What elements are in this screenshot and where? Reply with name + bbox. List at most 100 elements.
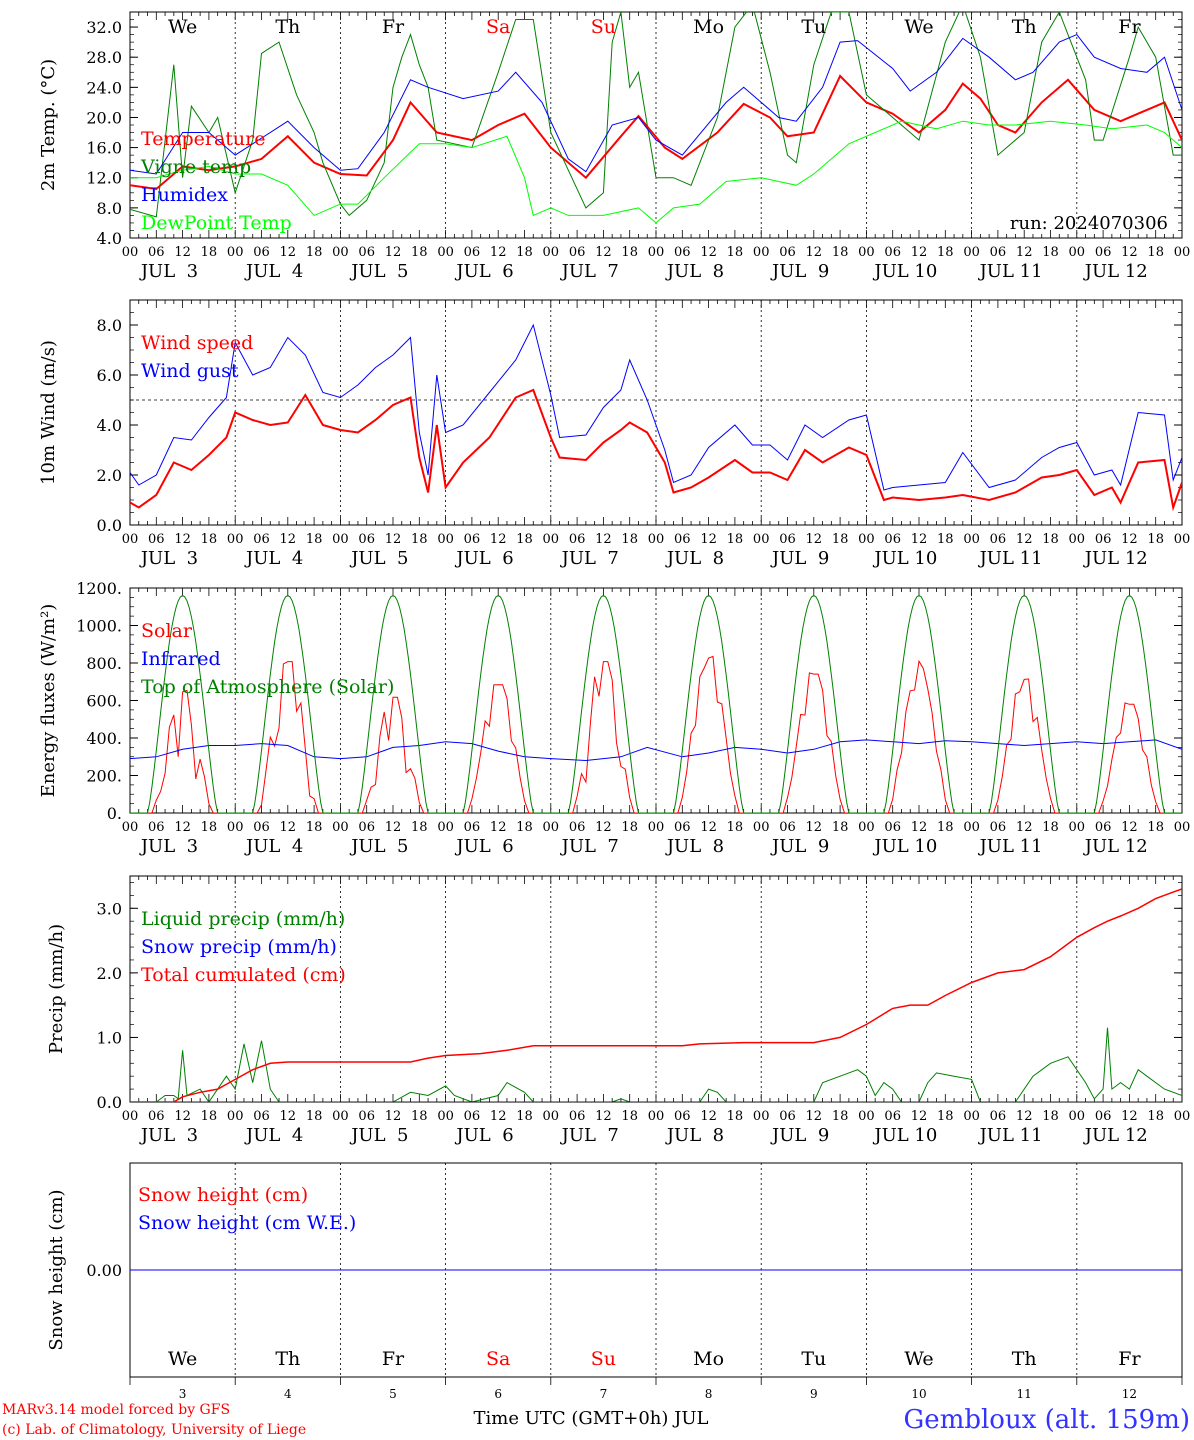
date-label: JUL 12 [1083, 1125, 1148, 1146]
legend-entry: Top of Atmosphere (Solar) [141, 676, 394, 698]
series-line-vigne-temp [130, 12, 1182, 218]
date-label: JUL 6 [454, 836, 513, 857]
hour-tick-label: 12 [806, 532, 823, 547]
hour-tick-label: 12 [1016, 245, 1033, 260]
hour-tick-label: 00 [858, 532, 875, 547]
y-tick-label: 800. [86, 654, 122, 673]
y-tick-label: 0.00 [86, 1261, 122, 1280]
hour-tick-label: 18 [411, 1109, 428, 1124]
hour-tick-label: 00 [437, 245, 454, 260]
legend-entry: Snow precip (mm/h) [141, 936, 337, 958]
hour-tick-label: 00 [963, 245, 980, 260]
date-label: JUL 9 [770, 548, 829, 569]
weekday-label: Tu [801, 1348, 826, 1370]
weekday-label: Su [591, 1348, 616, 1370]
hour-tick-label: 18 [727, 245, 744, 260]
day-number-label: 7 [600, 1387, 608, 1401]
hour-tick-label: 18 [516, 532, 533, 547]
weekday-label: Th [275, 1348, 300, 1370]
hour-tick-label: 06 [779, 532, 796, 547]
y-tick-label: 16.0 [86, 139, 122, 158]
hour-tick-label: 18 [1147, 820, 1164, 835]
y-tick-label: 6.0 [97, 366, 122, 385]
legend-entry: Wind gust [141, 360, 239, 382]
series-line-dewpoint-temp [130, 120, 1182, 224]
date-label: JUL 11 [978, 548, 1043, 569]
hour-tick-label: 00 [122, 1109, 139, 1124]
day-number-label: 8 [705, 1387, 713, 1401]
hour-tick-label: 06 [358, 532, 375, 547]
hour-tick-label: 12 [1121, 820, 1138, 835]
date-label: JUL 8 [665, 836, 724, 857]
weekday-label: We [168, 1348, 197, 1370]
weekday-label: Th [1012, 1348, 1037, 1370]
hour-tick-label: 06 [1095, 245, 1112, 260]
hour-tick-label: 00 [227, 1109, 244, 1124]
panel-wind: 00 06 12 18 00 06 12 18 00 06 12 18 00 06 12 18 00 06 12 18… [38, 299, 1190, 569]
date-label: JUL 5 [349, 836, 408, 857]
hour-tick-label: 18 [937, 245, 954, 260]
hour-tick-label: 00 [648, 820, 665, 835]
panel-energy: 00 06 12 18 00 06 12 18 00 06 12 18 00 06 12 18 00 06 12 18… [38, 579, 1190, 857]
date-label: JUL 9 [770, 1125, 829, 1146]
hour-tick-label: 00 [122, 245, 139, 260]
hour-tick-label: 06 [148, 245, 165, 260]
date-label: JUL 8 [665, 1125, 724, 1146]
plot-frame [129, 11, 1183, 239]
hour-tick-label: 12 [911, 245, 928, 260]
date-label: JUL 9 [770, 261, 829, 282]
hour-tick-label: 12 [174, 532, 191, 547]
y-tick-label: 3.0 [97, 899, 122, 918]
hour-tick-label: 06 [358, 820, 375, 835]
hour-tick-label: 18 [621, 245, 638, 260]
hour-tick-label: 00 [963, 532, 980, 547]
hour-tick-label: 00 [1069, 245, 1086, 260]
hour-tick-label: 12 [1016, 532, 1033, 547]
hour-tick-label: 00 [1069, 532, 1086, 547]
hour-tick-label: 18 [411, 532, 428, 547]
series-line-liquid-precip-mm-h- [130, 1027, 1182, 1102]
date-label: JUL 5 [349, 1125, 408, 1146]
hour-tick-label: 18 [832, 1109, 849, 1124]
run-label: run: 2024070306 [1010, 213, 1168, 234]
hour-tick-label: 18 [306, 820, 323, 835]
hour-tick-label: 18 [1042, 532, 1059, 547]
legend-entry: Snow height (cm) [138, 1184, 308, 1206]
y-tick-label: 4.0 [97, 229, 122, 248]
hour-tick-label: 18 [516, 245, 533, 260]
date-label: JUL 11 [978, 261, 1043, 282]
hour-tick-label: 00 [543, 820, 560, 835]
hour-tick-label: 12 [700, 820, 717, 835]
hour-tick-label: 00 [122, 820, 139, 835]
y-tick-label: 2.0 [97, 466, 122, 485]
y-tick-label: 1000. [76, 617, 122, 636]
y-tick-label: 400. [86, 729, 122, 748]
hour-tick-label: 00 [437, 532, 454, 547]
hour-tick-label: 06 [253, 820, 270, 835]
date-label: JUL 11 [978, 836, 1043, 857]
hour-tick-label: 18 [306, 245, 323, 260]
date-label: JUL 10 [872, 548, 937, 569]
hour-tick-label: 18 [306, 1109, 323, 1124]
hour-tick-label: 00 [227, 820, 244, 835]
hour-tick-label: 18 [621, 1109, 638, 1124]
y-axis-label: 10m Wind (m/s) [38, 340, 59, 485]
legend-entry: Liquid precip (mm/h) [141, 908, 345, 930]
day-number-label: 11 [1017, 1387, 1032, 1401]
hour-tick-label: 06 [884, 1109, 901, 1124]
hour-tick-label: 18 [1147, 532, 1164, 547]
date-label: JUL 3 [139, 1125, 198, 1146]
legend-entry: DewPoint Temp [141, 212, 292, 234]
hour-tick-label: 18 [201, 532, 218, 547]
day-number-label: 6 [494, 1387, 502, 1401]
day-number-label: 4 [284, 1387, 292, 1401]
date-label: JUL 5 [349, 548, 408, 569]
date-label: JUL 6 [454, 548, 513, 569]
date-label: JUL 9 [770, 836, 829, 857]
hour-tick-label: 06 [990, 1109, 1007, 1124]
hour-tick-label: 12 [174, 820, 191, 835]
hour-tick-label: 00 [332, 820, 349, 835]
hour-tick-label: 18 [411, 820, 428, 835]
date-label: JUL 6 [454, 1125, 513, 1146]
